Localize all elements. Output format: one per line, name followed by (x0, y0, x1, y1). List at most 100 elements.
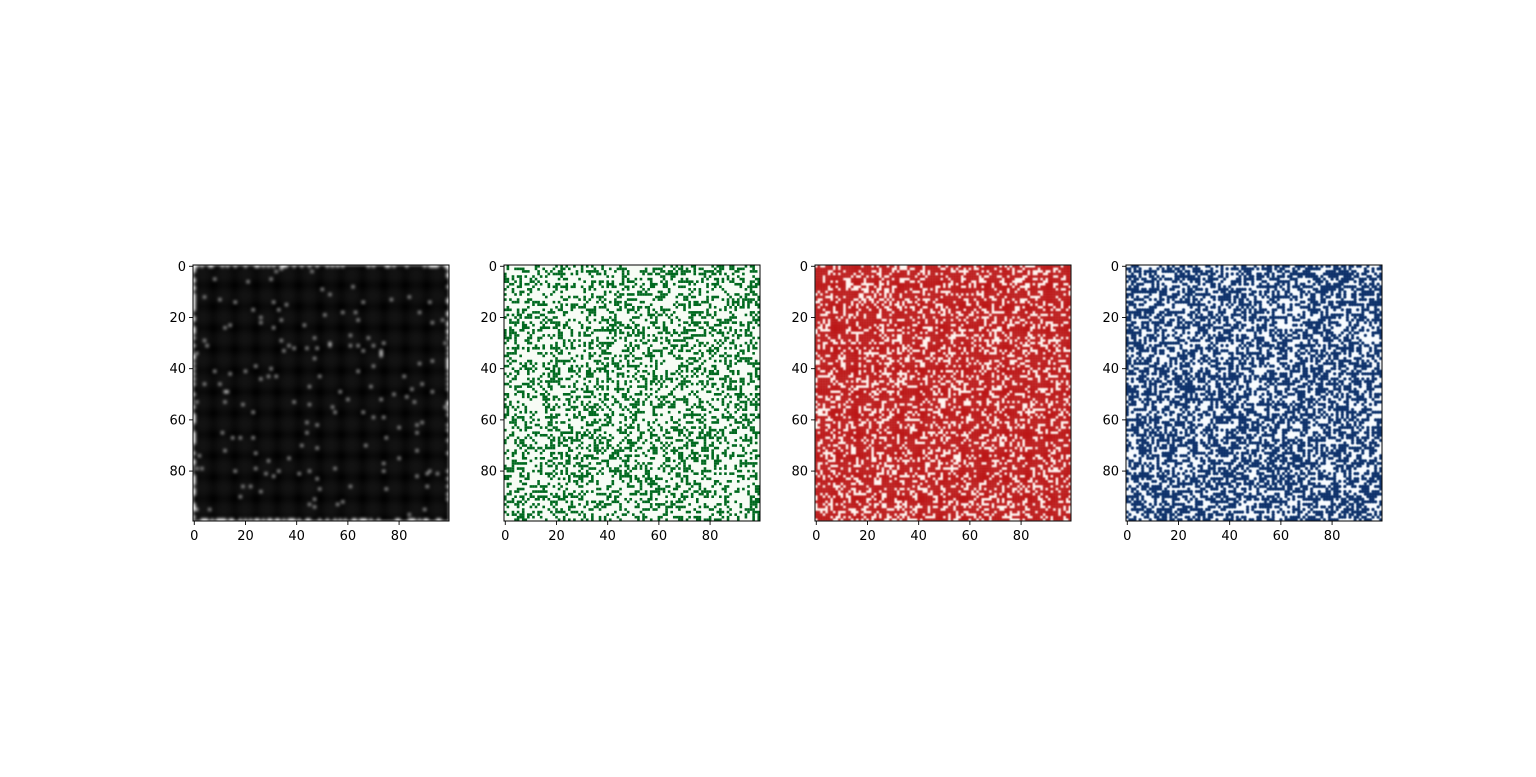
heatmap-cell (290, 367, 293, 371)
heatmap-cell (420, 321, 424, 324)
heatmap-cell (438, 331, 442, 335)
heatmap-cell (303, 349, 306, 353)
heatmap-cell (405, 303, 409, 307)
heatmap-cell (290, 329, 293, 332)
heatmap-cell (290, 300, 293, 304)
heatmap-cell (405, 336, 409, 340)
heatmap-cell (231, 354, 235, 358)
heatmap-cell (236, 349, 240, 353)
heatmap-cell (333, 275, 337, 278)
heatmap-cell (428, 290, 432, 294)
heatmap-cell (193, 313, 196, 317)
heatmap-cell (351, 372, 355, 376)
heatmap-cell (338, 357, 342, 360)
heatmap-cell (321, 275, 324, 278)
heatmap-cell (221, 303, 224, 307)
heatmap-cell (251, 329, 255, 332)
heatmap-cell (410, 308, 414, 312)
heatmap-cell (292, 354, 296, 358)
heatmap-cell (338, 318, 342, 322)
heatmap-cell (221, 272, 224, 276)
heatmap-cell (415, 359, 419, 363)
heatmap-cell (218, 290, 222, 294)
heatmap-cell (420, 265, 424, 268)
heatmap-cell (379, 377, 383, 381)
heatmap-cell (379, 290, 383, 294)
heatmap-cell (200, 329, 204, 332)
heatmap-cell (213, 311, 217, 314)
heatmap-cell (364, 331, 368, 335)
heatmap-cell (395, 305, 398, 309)
heatmap-cell (359, 375, 363, 378)
heatmap-cell (349, 352, 352, 355)
heatmap-cell (313, 367, 316, 371)
heatmap-cell (400, 362, 403, 365)
heatmap-cell (377, 303, 380, 307)
heatmap-cell (205, 329, 209, 332)
heatmap-cell (351, 339, 355, 342)
heatmap-cell (231, 295, 235, 299)
heatmap-cell (244, 318, 247, 322)
heatmap-cell (346, 395, 350, 399)
heatmap-cell (267, 295, 270, 299)
heatmap-cell (264, 280, 268, 283)
heatmap-cell (377, 272, 380, 276)
heatmap-cell (210, 364, 214, 368)
heatmap-cell (310, 362, 314, 365)
heatmap-cell (410, 346, 414, 350)
heatmap-cell (292, 303, 296, 307)
heatmap-cell (285, 334, 288, 337)
heatmap-cell (379, 303, 383, 307)
heatmap-cell (374, 285, 378, 289)
heatmap-cell (408, 311, 411, 314)
heatmap-cell (305, 364, 309, 368)
heatmap-cell (369, 298, 373, 301)
heatmap-cell (369, 321, 373, 324)
heatmap-cell (203, 288, 206, 291)
heatmap-cell (246, 377, 250, 381)
heatmap-cell (436, 346, 439, 350)
heatmap-cell (272, 359, 275, 363)
heatmap-cell (323, 390, 327, 394)
heatmap-cell (354, 334, 357, 337)
heatmap-cell (397, 344, 401, 347)
heatmap-cell (356, 349, 360, 353)
heatmap-cell (321, 326, 324, 330)
heatmap-cell (367, 270, 370, 273)
heatmap-cell (351, 298, 355, 301)
heatmap-cell (198, 280, 201, 283)
heatmap-cell (272, 316, 275, 319)
heatmap-cell (369, 362, 373, 365)
heatmap-cell (259, 323, 263, 327)
heatmap-cell (277, 344, 281, 347)
heatmap-cell (359, 377, 363, 381)
heatmap-cell (336, 321, 339, 324)
heatmap-cell (438, 341, 442, 345)
heatmap-cell (249, 375, 252, 378)
heatmap-cell (382, 334, 386, 337)
heatmap-cell (446, 369, 449, 373)
heatmap-cell (397, 367, 401, 371)
heatmap-cell (292, 390, 296, 394)
heatmap-cell (200, 354, 204, 358)
heatmap-cell (233, 305, 237, 309)
heatmap-cell (203, 364, 206, 368)
heatmap-cell (303, 321, 306, 324)
heatmap-cell (356, 329, 360, 332)
heatmap-cell (415, 316, 419, 319)
heatmap-cell (287, 298, 291, 301)
heatmap-cell (387, 390, 391, 394)
heatmap-cell (195, 318, 199, 322)
heatmap-cell (413, 282, 416, 286)
heatmap-cell (390, 336, 393, 340)
heatmap-cell (395, 385, 398, 388)
heatmap-cell (367, 357, 370, 360)
heatmap-cell (236, 339, 240, 342)
heatmap-cell (425, 316, 429, 319)
heatmap-cell (282, 354, 286, 358)
heatmap-cell (359, 267, 363, 271)
heatmap-cell (233, 341, 237, 345)
heatmap-cell (354, 339, 357, 342)
heatmap-cell (277, 393, 281, 396)
heatmap-cell (446, 326, 449, 330)
